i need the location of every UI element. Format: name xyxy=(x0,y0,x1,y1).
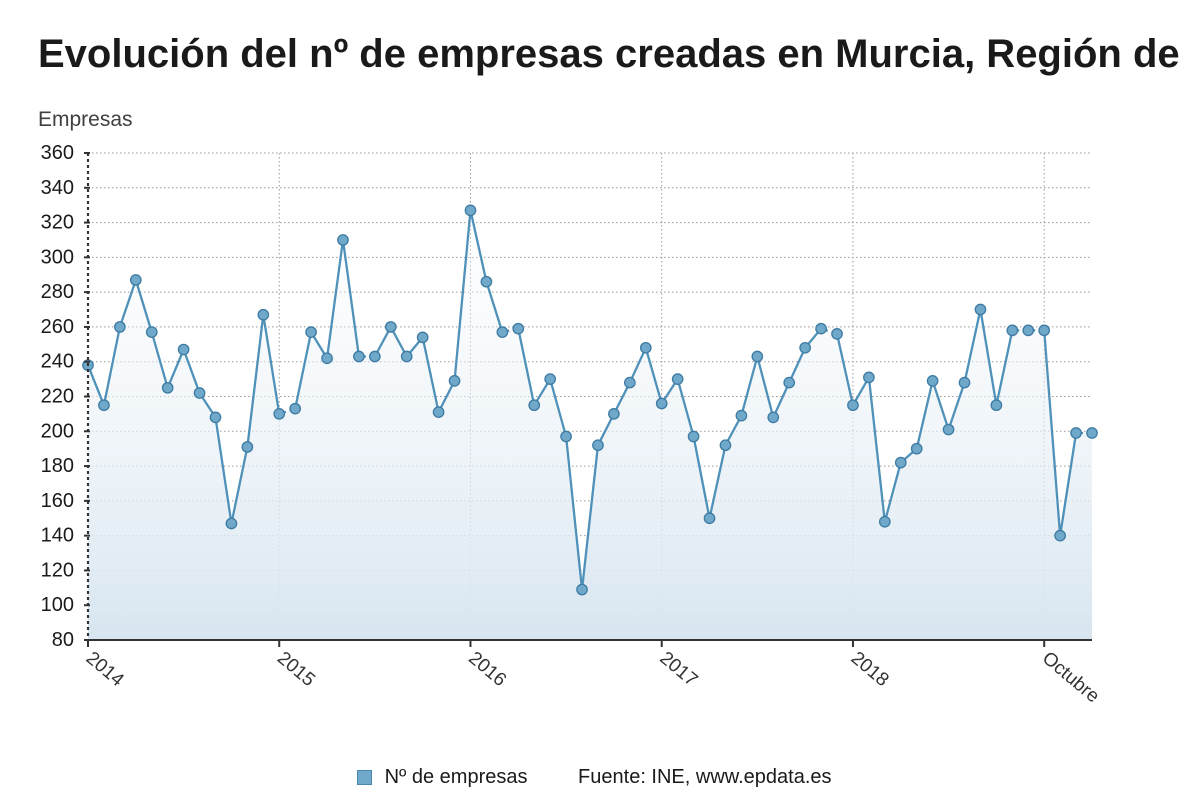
svg-text:160: 160 xyxy=(41,490,74,512)
svg-text:2014: 2014 xyxy=(82,648,128,692)
svg-text:140: 140 xyxy=(41,525,74,547)
svg-text:360: 360 xyxy=(41,142,74,164)
svg-text:Octubre: Octubre xyxy=(1038,648,1103,708)
svg-text:2017: 2017 xyxy=(656,648,702,691)
svg-text:240: 240 xyxy=(41,351,74,373)
svg-text:120: 120 xyxy=(41,559,74,581)
svg-text:180: 180 xyxy=(41,455,74,477)
svg-text:320: 320 xyxy=(41,212,74,234)
svg-text:220: 220 xyxy=(41,386,74,408)
svg-text:2016: 2016 xyxy=(464,648,510,691)
svg-text:340: 340 xyxy=(41,177,74,199)
svg-text:80: 80 xyxy=(52,629,74,651)
svg-text:260: 260 xyxy=(41,316,74,338)
svg-text:300: 300 xyxy=(41,246,74,268)
svg-text:2015: 2015 xyxy=(273,648,319,691)
svg-text:280: 280 xyxy=(41,281,74,303)
svg-text:200: 200 xyxy=(41,420,74,442)
svg-text:2018: 2018 xyxy=(847,648,893,691)
svg-text:100: 100 xyxy=(41,594,74,616)
